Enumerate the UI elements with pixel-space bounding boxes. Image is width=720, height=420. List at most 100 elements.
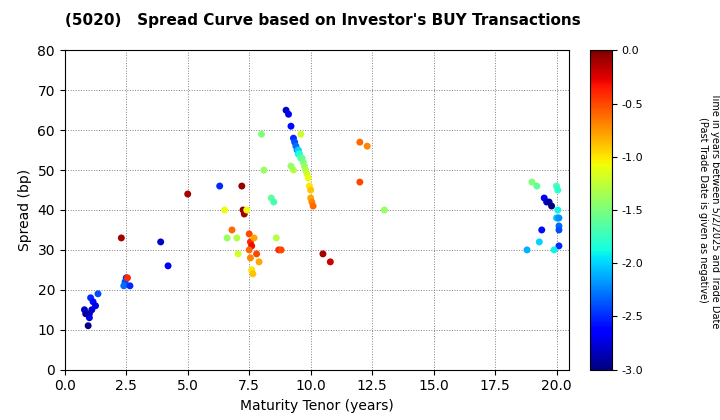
Point <box>289 139 300 145</box>
Point <box>354 178 366 185</box>
Point <box>290 143 302 150</box>
Point <box>306 199 318 205</box>
Point <box>84 314 95 321</box>
Point <box>297 159 309 165</box>
Point <box>297 155 308 161</box>
X-axis label: Maturity Tenor (years): Maturity Tenor (years) <box>240 399 394 413</box>
Point <box>285 123 297 129</box>
Point <box>258 167 270 173</box>
Point <box>253 258 265 265</box>
Point <box>288 167 300 173</box>
Point <box>541 199 552 205</box>
Point <box>552 207 564 213</box>
Point <box>243 231 255 237</box>
Point <box>155 239 166 245</box>
Point <box>539 194 550 201</box>
Point <box>231 234 243 241</box>
Point <box>271 234 282 241</box>
Point <box>295 155 307 161</box>
Point <box>553 215 564 221</box>
Point <box>552 186 564 193</box>
Point <box>238 210 250 217</box>
Point <box>534 239 545 245</box>
Point <box>116 234 127 241</box>
Point <box>246 242 258 249</box>
Point <box>86 307 98 313</box>
Point <box>521 247 533 253</box>
Point <box>536 226 547 233</box>
Point <box>304 183 315 189</box>
Point <box>544 199 555 205</box>
Point <box>361 143 373 150</box>
Point <box>120 278 131 285</box>
Point <box>182 191 194 197</box>
Point <box>307 202 319 209</box>
Point <box>256 131 267 137</box>
Point <box>243 247 255 253</box>
Point <box>246 266 258 273</box>
Point <box>301 171 312 177</box>
Point <box>292 147 303 153</box>
Point <box>551 183 562 189</box>
Point <box>280 107 292 113</box>
Point <box>90 302 102 309</box>
Point <box>268 199 279 205</box>
Point <box>325 258 336 265</box>
Point <box>248 234 260 241</box>
Point <box>292 151 304 158</box>
Point <box>266 194 277 201</box>
Point <box>245 255 256 261</box>
Point <box>221 234 233 241</box>
Point <box>300 167 312 173</box>
Point <box>219 207 230 213</box>
Point <box>236 183 248 189</box>
Point <box>379 207 390 213</box>
Point <box>238 207 249 213</box>
Point <box>84 310 95 317</box>
Point <box>552 215 564 221</box>
Point <box>124 282 135 289</box>
Point <box>295 131 307 137</box>
Point <box>299 163 310 169</box>
Point <box>214 183 225 189</box>
Text: (5020)   Spread Curve based on Investor's BUY Transactions: (5020) Spread Curve based on Investor's … <box>65 13 580 28</box>
Text: Time in years between 5/2/2025 and Trade Date
(Past Trade Date is given as negat: Time in years between 5/2/2025 and Trade… <box>698 92 720 328</box>
Point <box>549 247 560 253</box>
Point <box>292 147 304 153</box>
Point <box>118 282 130 289</box>
Point <box>251 250 262 257</box>
Point <box>82 323 94 329</box>
Point <box>546 202 557 209</box>
Point <box>233 250 244 257</box>
Point <box>288 135 300 142</box>
Point <box>553 226 564 233</box>
Point <box>85 294 96 301</box>
Point <box>318 250 329 257</box>
Point <box>226 226 238 233</box>
Point <box>245 239 256 245</box>
Point <box>305 194 316 201</box>
Point <box>302 175 314 181</box>
Y-axis label: Spread (bp): Spread (bp) <box>18 169 32 251</box>
Point <box>553 223 564 229</box>
Point <box>354 139 366 145</box>
Point <box>294 151 305 158</box>
Point <box>526 178 538 185</box>
Point <box>241 207 253 213</box>
Point <box>80 310 91 317</box>
Point <box>531 183 543 189</box>
Point <box>553 242 564 249</box>
Point <box>273 247 284 253</box>
Point <box>247 270 258 277</box>
Point <box>283 111 294 118</box>
Point <box>162 262 174 269</box>
Point <box>551 215 562 221</box>
Point <box>275 247 287 253</box>
Point <box>122 275 133 281</box>
Point <box>120 275 132 281</box>
Point <box>92 291 104 297</box>
Point <box>285 163 297 169</box>
Point <box>87 298 99 305</box>
Point <box>305 186 316 193</box>
Point <box>78 307 90 313</box>
